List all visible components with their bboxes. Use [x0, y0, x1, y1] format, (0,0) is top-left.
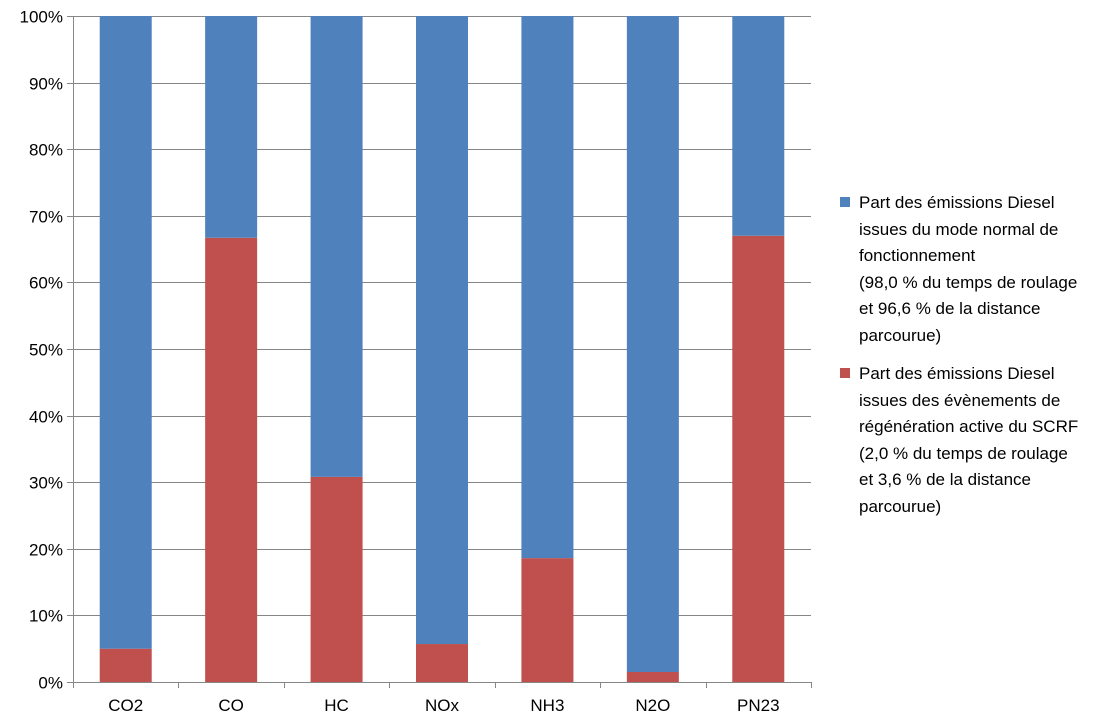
- bar-nh3-series-0: [521, 558, 574, 682]
- x-tick-label: NOx: [425, 696, 460, 715]
- y-tick-label: 0%: [38, 674, 63, 693]
- legend-text-line: issues des évènements de: [859, 390, 1061, 410]
- bar-nox-series-1: [416, 16, 468, 645]
- y-tick-label: 20%: [29, 541, 63, 560]
- legend-text-line: et 3,6 % de la distance: [859, 470, 1032, 489]
- y-tick-label: 10%: [29, 607, 63, 626]
- bar-hc-series-1: [310, 16, 363, 477]
- legend-text-line: (98,0 % du temps de roulage: [859, 272, 1078, 292]
- x-tick-label: NH3: [530, 696, 564, 715]
- bar-pn23-series-0: [732, 235, 785, 682]
- x-tick-label: HC: [324, 696, 349, 715]
- bar-co-series-0: [205, 237, 258, 682]
- legend-text-line: Part des émissions Diesel: [859, 364, 1055, 383]
- bar-pn23-series-1: [732, 16, 785, 236]
- y-tick-label: 60%: [29, 274, 63, 293]
- bar-nh3-series-1: [521, 16, 574, 559]
- bar-n2o-series-1: [626, 16, 679, 673]
- tick-labels: 0% 10% 20% 30% 40% 50% 60% 70% 80% 90% 100% CO2 CO HC…: [20, 8, 780, 716]
- bar-n2o-series-0: [626, 672, 679, 682]
- legend-swatch: [840, 197, 850, 207]
- legend-text-line: (2,0 % du temps de roulage: [859, 443, 1068, 463]
- legend-text-line: parcourue): [859, 325, 942, 345]
- legend-swatch: [840, 368, 850, 378]
- bar-hc-series-0: [310, 476, 363, 682]
- bar-nox-series-0: [416, 644, 468, 682]
- legend-text-line: issues du mode normal de: [859, 219, 1059, 239]
- legend-text-line: fonctionnement: [859, 246, 976, 265]
- bar-co-series-1: [205, 16, 258, 238]
- x-tick-label: N2O: [635, 696, 670, 715]
- x-tick-label: PN23: [737, 696, 780, 715]
- y-tick-label: 90%: [29, 75, 63, 94]
- legend-text-line: et 96,6 % de la distance: [859, 299, 1041, 318]
- legend-item: Part des émissions Diesel issues des évèn…: [840, 361, 1110, 520]
- legend-text-line: Part des émissions Diesel: [859, 193, 1055, 212]
- bars: [99, 16, 785, 682]
- y-tick-label: 40%: [29, 408, 63, 427]
- axes: [67, 16, 812, 688]
- legend: Part des émissions Diesel issues du mode …: [840, 190, 1110, 532]
- x-tick-label: CO2: [108, 696, 143, 715]
- y-tick-label: 50%: [29, 341, 63, 360]
- bar-co2-series-1: [99, 16, 152, 649]
- legend-item: Part des émissions Diesel issues du mode …: [840, 190, 1110, 349]
- legend-text-line: régénération active du SCRF: [859, 417, 1079, 436]
- y-tick-label: 100%: [20, 8, 63, 27]
- y-tick-label: 70%: [29, 208, 63, 227]
- legend-text-line: parcourue): [859, 496, 942, 516]
- y-tick-label: 80%: [29, 141, 63, 160]
- x-tick-label: CO: [218, 696, 244, 715]
- bar-co2-series-0: [99, 648, 152, 682]
- y-tick-label: 30%: [29, 474, 63, 493]
